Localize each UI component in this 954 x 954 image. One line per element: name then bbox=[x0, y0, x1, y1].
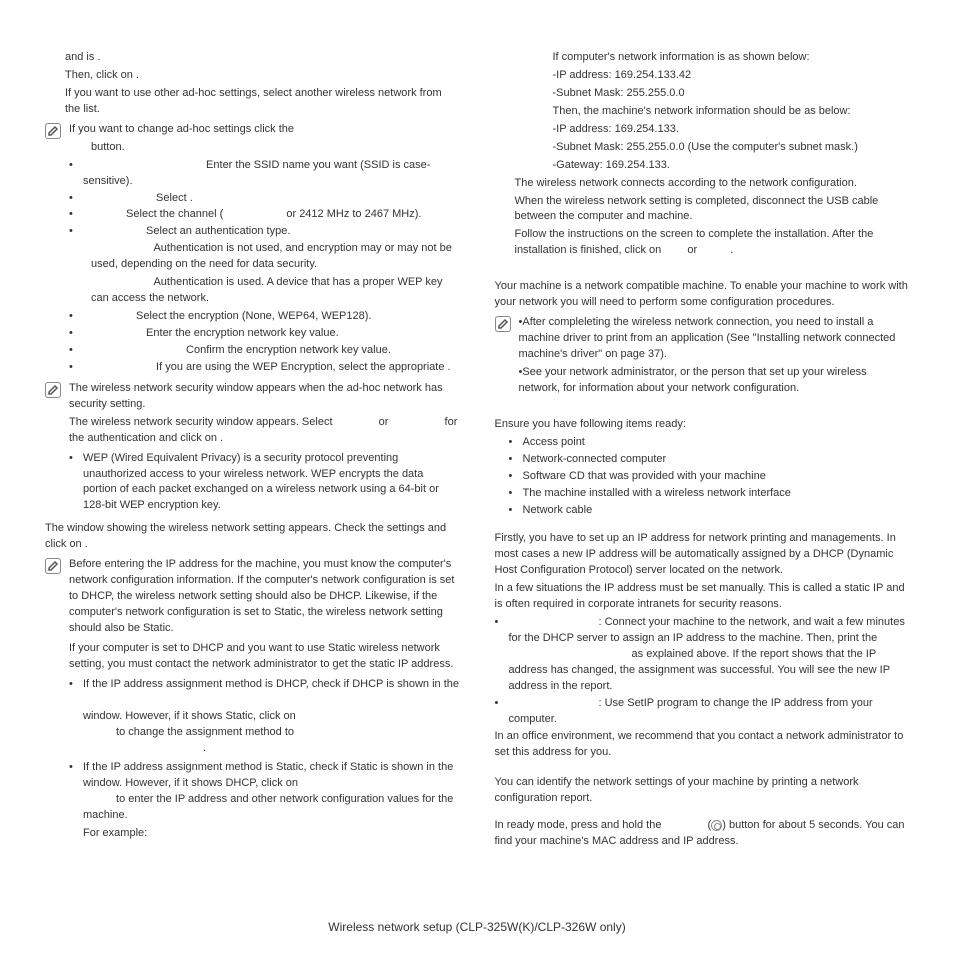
text: If you want to change ad-hoc settings cl… bbox=[69, 122, 460, 138]
text: Enter the SSID name you want (SSID is ca… bbox=[83, 159, 430, 187]
text: The wireless network security window app… bbox=[69, 381, 460, 413]
pencil-note-icon bbox=[45, 382, 61, 398]
text: •After compleleting the wireless network… bbox=[519, 315, 910, 363]
note-block: If you want to change ad-hoc settings cl… bbox=[45, 122, 460, 377]
list-item: If the IP address assignment method is S… bbox=[69, 760, 460, 842]
text: Ensure you have following items ready: bbox=[495, 417, 910, 433]
text: In ready mode, press and hold the () but… bbox=[495, 818, 910, 850]
left-column: and is . Then, click on . If you want to… bbox=[45, 50, 460, 852]
text: Your machine is a network compatible mac… bbox=[495, 279, 910, 311]
method-list: If the IP address assignment method is D… bbox=[69, 677, 460, 842]
list-item: Select the encryption (None, WEP64, WEP1… bbox=[69, 309, 460, 325]
list-item: Select . bbox=[69, 191, 460, 207]
text: and is . bbox=[65, 50, 460, 66]
enc-list: Select the encryption (None, WEP64, WEP1… bbox=[69, 309, 460, 376]
list-item: Network-connected computer bbox=[509, 452, 910, 468]
list-item: Network cable bbox=[509, 503, 910, 519]
pencil-note-icon bbox=[45, 558, 61, 574]
list-item: If you are using the WEP Encryption, sel… bbox=[69, 360, 460, 376]
text: If the IP address assignment method is D… bbox=[83, 677, 460, 757]
text: •See your network administrator, or the … bbox=[519, 365, 910, 397]
list-item: Confirm the encryption network key value… bbox=[69, 343, 460, 359]
page-footer: Wireless network setup (CLP-325W(K)/CLP-… bbox=[0, 919, 954, 936]
note-block: Before entering the IP address for the m… bbox=[45, 557, 460, 844]
list-item: Select the channel ( or 2412 MHz to 2467… bbox=[69, 207, 460, 223]
text: -IP address: 169.254.133. bbox=[553, 122, 910, 138]
text: button. bbox=[69, 140, 460, 156]
note-block: The wireless network security window app… bbox=[45, 381, 460, 516]
text: Before entering the IP address for the m… bbox=[69, 557, 460, 637]
text: Authentication is not used, and encrypti… bbox=[69, 241, 460, 273]
text: -Subnet Mask: 255.255.0.0 bbox=[553, 86, 910, 102]
settings-list: Enter the SSID name you want (SSID is ca… bbox=[69, 158, 460, 241]
pencil-note-icon bbox=[495, 316, 511, 332]
text: For example: bbox=[83, 826, 460, 842]
right-column: If computer's network information is as … bbox=[495, 50, 910, 852]
list-item: WEP (Wired Equivalent Privacy) is a secu… bbox=[69, 451, 460, 515]
text: In an office environment, we recommend t… bbox=[495, 729, 910, 761]
text: If the IP address assignment method is S… bbox=[83, 760, 460, 824]
text: Then, the machine's network information … bbox=[553, 104, 910, 120]
text: Follow the instructions on the screen to… bbox=[515, 227, 910, 259]
cancel-button-icon bbox=[711, 820, 722, 831]
text: -Subnet Mask: 255.255.0.0 (Use the compu… bbox=[553, 140, 910, 156]
items-list: Access point Network-connected computer … bbox=[509, 435, 910, 519]
list-item: : Connect your machine to the network, a… bbox=[495, 615, 910, 695]
text: -IP address: 169.254.133.42 bbox=[553, 68, 910, 84]
list-item: Access point bbox=[509, 435, 910, 451]
text: The wireless network security window app… bbox=[69, 415, 460, 447]
text: The window showing the wireless network … bbox=[45, 521, 460, 553]
list-item: If the IP address assignment method is D… bbox=[69, 677, 460, 757]
text: You can identify the network settings of… bbox=[495, 775, 910, 807]
list-item: Enter the SSID name you want (SSID is ca… bbox=[69, 158, 460, 190]
list-item: Software CD that was provided with your … bbox=[509, 469, 910, 485]
list-item: Select an authentication type. bbox=[69, 224, 460, 240]
text: When the wireless network setting is com… bbox=[515, 194, 910, 226]
note-block: •After compleleting the wireless network… bbox=[495, 315, 910, 399]
text: Then, click on . bbox=[65, 68, 460, 84]
assign-list: : Connect your machine to the network, a… bbox=[495, 615, 910, 728]
text: If you want to use other ad-hoc settings… bbox=[65, 86, 460, 118]
text: Authentication is used. A device that ha… bbox=[69, 275, 460, 307]
text: If computer's network information is as … bbox=[553, 50, 910, 66]
wep-list: WEP (Wired Equivalent Privacy) is a secu… bbox=[69, 451, 460, 515]
list-item: : Use SetIP program to change the IP add… bbox=[495, 696, 910, 728]
text: The wireless network connects according … bbox=[515, 176, 910, 192]
text: -Gateway: 169.254.133. bbox=[553, 158, 910, 174]
text: In a few situations the IP address must … bbox=[495, 581, 910, 613]
list-item: The machine installed with a wireless ne… bbox=[509, 486, 910, 502]
list-item: Enter the encryption network key value. bbox=[69, 326, 460, 342]
pencil-note-icon bbox=[45, 123, 61, 139]
text: Firstly, you have to set up an IP addres… bbox=[495, 531, 910, 579]
text: If your computer is set to DHCP and you … bbox=[69, 641, 460, 673]
